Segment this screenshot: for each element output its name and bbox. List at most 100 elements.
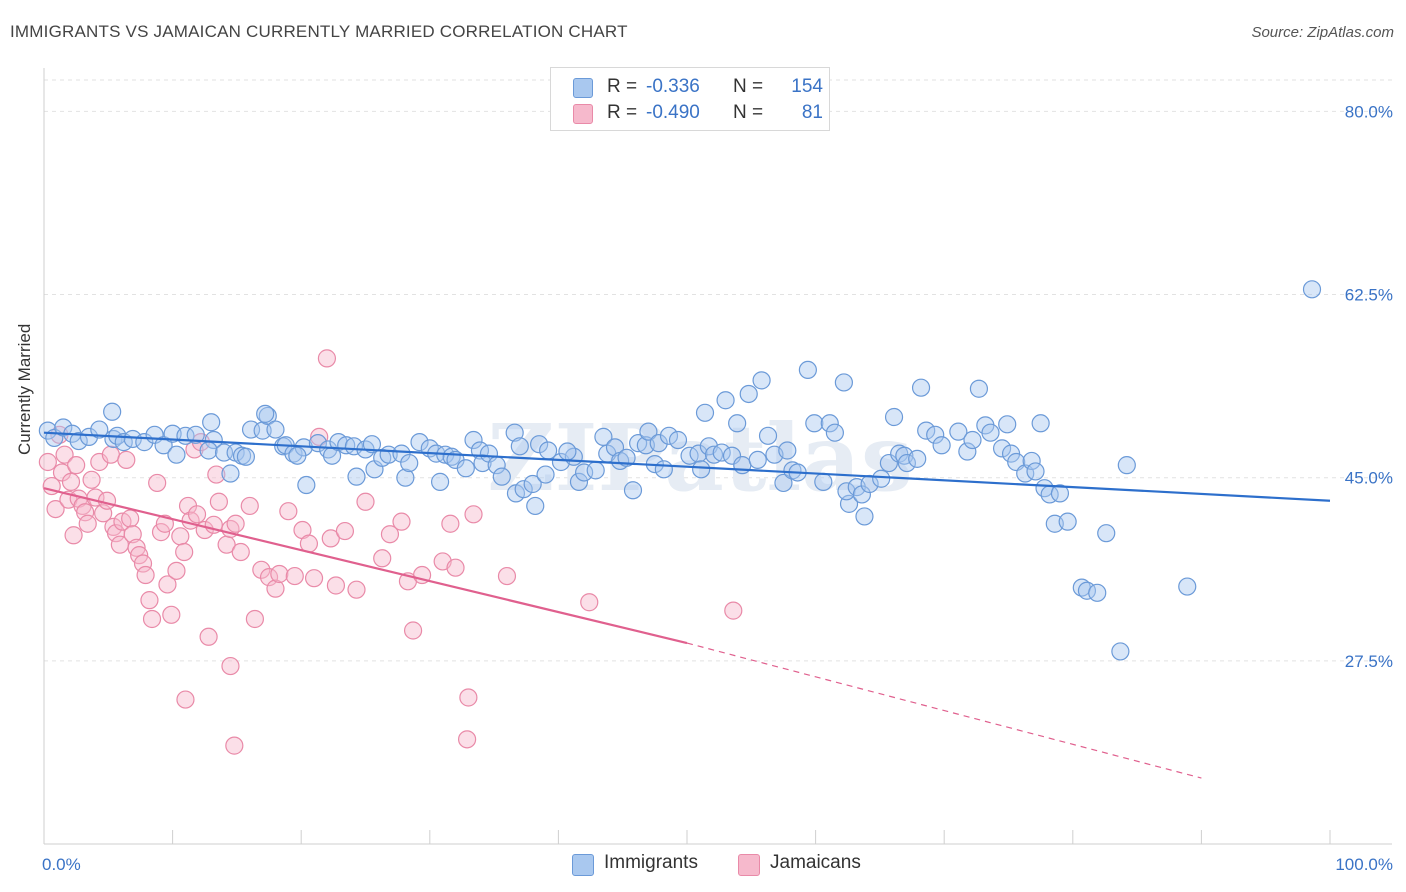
immigrants-swatch (573, 78, 593, 98)
immigrants-point (1031, 414, 1050, 433)
immigrants-point (221, 464, 240, 483)
axes (43, 68, 1392, 845)
jamaicans-n-value: 81 (801, 102, 823, 123)
immigrants-point (344, 437, 364, 456)
immigrants-point (1088, 583, 1107, 602)
jamaicans-point (167, 561, 186, 580)
immigrants-point (692, 460, 711, 479)
jamaicans-point (209, 492, 228, 511)
y-tick-label: 62.5% (1345, 286, 1393, 305)
immigrants-point (639, 422, 658, 441)
immigrants-point (526, 496, 545, 516)
immigrants-point (167, 445, 186, 464)
immigrants-point (256, 404, 275, 423)
immigrants-point (992, 439, 1012, 458)
jamaicans-point (497, 566, 517, 586)
immigrants-point (798, 360, 817, 380)
jamaicans-point (133, 554, 153, 573)
immigrants-point (199, 441, 218, 460)
immigrants-point (872, 469, 891, 488)
n-label: N = (733, 102, 764, 123)
immigrants-point (897, 453, 917, 473)
jamaicans-point (221, 656, 240, 676)
jamaicans-point (356, 492, 375, 511)
immigrants-point (362, 435, 382, 454)
immigrants-point (523, 474, 542, 494)
jamaicans-point (240, 496, 259, 516)
jamaicans-point (176, 690, 195, 709)
immigrants-point (712, 443, 731, 462)
immigrants-point (728, 414, 747, 433)
jamaicans-point (142, 609, 162, 629)
immigrants-point (410, 433, 429, 452)
immigrants-point (981, 423, 1000, 442)
chart-title: IMMIGRANTS VS JAMAICAN CURRENTLY MARRIED… (10, 22, 628, 41)
jamaicans-point (207, 465, 226, 484)
jamaicans-point (187, 505, 207, 524)
immigrants-point (695, 403, 715, 422)
immigrants-point (396, 468, 415, 487)
jamaicans-point (140, 591, 159, 610)
immigrants-point (969, 379, 989, 398)
jamaicans-point (373, 549, 392, 568)
immigrants-point (748, 450, 767, 470)
immigrants-point (392, 444, 411, 463)
jamaicans-point (252, 560, 271, 579)
jamaicans-point (285, 566, 304, 586)
immigrants-point (1302, 280, 1322, 299)
immigrants-point (90, 420, 109, 439)
immigrants-point (202, 413, 221, 432)
immigrants-point (530, 435, 549, 454)
jamaicans-point (38, 452, 57, 472)
immigrants-point (258, 406, 277, 426)
jamaicans-point (266, 579, 285, 598)
immigrants-points (38, 280, 1322, 661)
watermark: ZIPatlas (487, 404, 912, 512)
jamaicans-point (464, 505, 483, 524)
immigrants-r-value: -0.336 (646, 76, 700, 97)
immigrants-point (266, 420, 285, 439)
immigrants-point (837, 482, 856, 501)
tick-labels: 27.5% 45.0% 62.5% 80.0% 0.0% 100.0% (42, 102, 1393, 874)
immigrants-point (1178, 577, 1197, 596)
jamaicans-point (121, 509, 140, 528)
immigrants-point (926, 425, 945, 444)
immigrants-point (689, 444, 708, 463)
immigrants-point (288, 446, 307, 465)
immigrants-point (594, 427, 613, 446)
jamaicans-point (55, 445, 74, 464)
jamaicans-point (259, 568, 279, 587)
immigrants-point (236, 447, 256, 466)
y-tick-label: 45.0% (1345, 469, 1393, 488)
immigrants-point (623, 481, 643, 500)
immigrants-point (79, 427, 99, 446)
n-label: N = (733, 76, 764, 97)
immigrants-point (505, 423, 524, 442)
jamaicans-point (380, 525, 400, 544)
jamaicans-point (117, 450, 136, 470)
jamaicans-point (724, 601, 743, 620)
immigrants-point (186, 425, 205, 444)
immigrants-point (834, 373, 853, 392)
immigrants-point (1022, 451, 1041, 471)
jamaicans-legend-label: Jamaicans (770, 852, 861, 873)
immigrants-point (430, 472, 450, 491)
jamaicans-point (321, 529, 340, 548)
immigrants-point (963, 430, 982, 450)
x-tick-label-min: 0.0% (42, 855, 81, 874)
immigrants-point (908, 449, 927, 468)
immigrants-point (774, 473, 793, 493)
jamaicans-point (270, 564, 289, 584)
immigrants-point (716, 391, 735, 410)
jamaicans-point (67, 456, 86, 475)
r-label: R = (607, 102, 638, 123)
immigrants-point (492, 467, 511, 486)
immigrants-legend-label: Immigrants (604, 852, 698, 873)
immigrants-point (668, 430, 688, 450)
y-tick-label: 27.5% (1345, 652, 1393, 671)
jamaicans-point (310, 427, 329, 446)
immigrants-point (825, 423, 844, 442)
jamaicans-point (226, 514, 245, 533)
jamaicans-point (403, 621, 423, 640)
jamaicans-point (335, 521, 355, 541)
